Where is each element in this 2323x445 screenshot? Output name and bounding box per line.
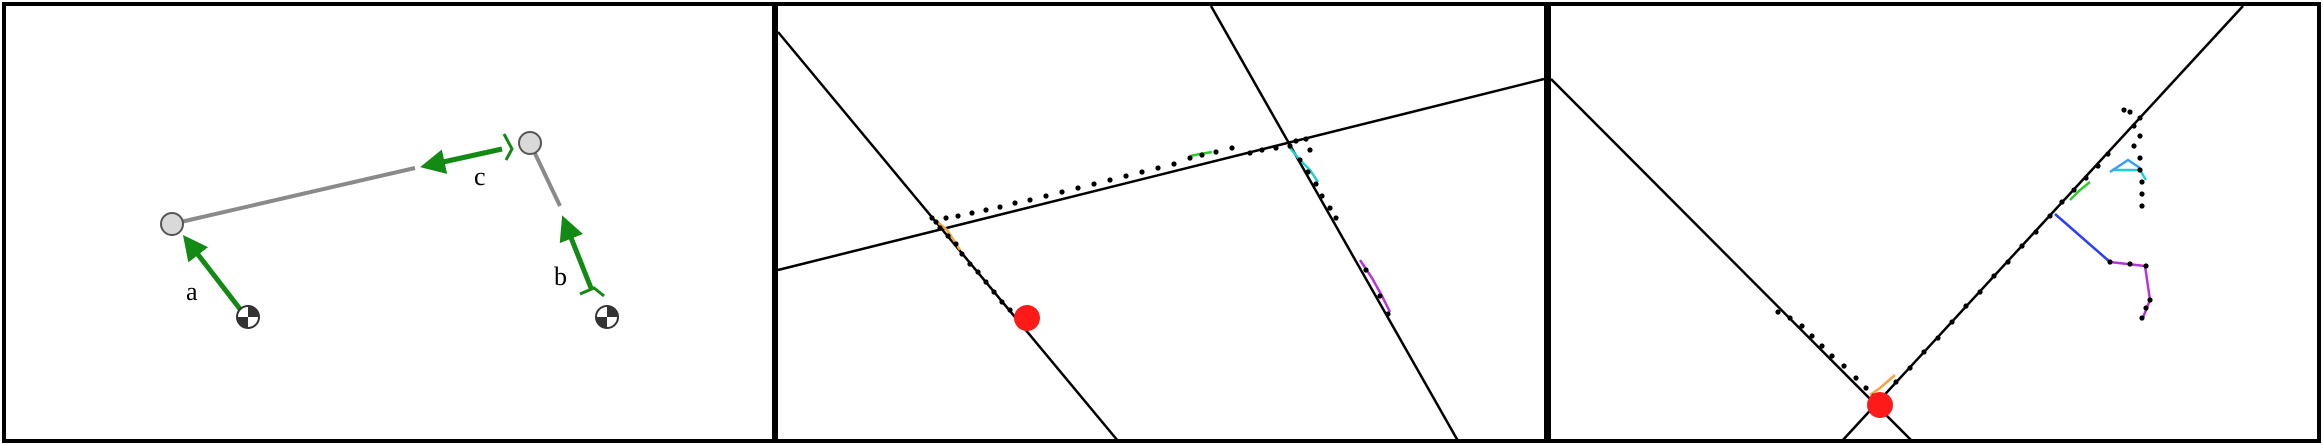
arrow-b bbox=[559, 215, 594, 289]
node-right bbox=[518, 131, 542, 155]
panel-c bbox=[1547, 2, 2321, 443]
gray-segment-long bbox=[171, 166, 416, 226]
tail-brace-b bbox=[579, 286, 605, 298]
panel-b bbox=[774, 2, 1548, 443]
panel-c-frame bbox=[1547, 2, 2321, 443]
trace-lightblue-c bbox=[2109, 158, 2141, 174]
panel-a-frame bbox=[2, 2, 776, 443]
road-line-horizontal bbox=[777, 77, 1545, 272]
label-c: c bbox=[474, 162, 486, 191]
label-a: a bbox=[186, 277, 198, 306]
points-right-diagonal bbox=[1297, 157, 1391, 317]
road-line-diagonal-right bbox=[1209, 5, 1460, 442]
arrow-c bbox=[420, 146, 503, 174]
road-line-descending bbox=[1550, 78, 1913, 442]
road-line-ascending bbox=[1841, 5, 2244, 442]
points-horizontal bbox=[933, 136, 1313, 225]
trace-purple bbox=[1358, 259, 1392, 313]
panel-b-frame bbox=[774, 2, 1548, 443]
points-descending bbox=[1775, 309, 1885, 399]
red-marker-c bbox=[1867, 392, 1893, 418]
trace-green-c bbox=[2069, 181, 2091, 201]
checker-marker-right bbox=[595, 305, 619, 329]
tail-brace-c bbox=[502, 133, 514, 161]
red-marker bbox=[1014, 305, 1040, 331]
points-ascending bbox=[1893, 151, 2111, 385]
arrow-a bbox=[182, 235, 242, 311]
points-branch bbox=[2107, 107, 2153, 321]
node-left bbox=[160, 212, 184, 236]
checker-marker-left bbox=[236, 305, 260, 329]
panel-a: a b c bbox=[2, 2, 776, 443]
label-b: b bbox=[554, 262, 567, 291]
trace-cyan bbox=[1289, 147, 1320, 183]
trace-purple-c bbox=[2109, 260, 2152, 321]
trace-orange-c bbox=[1869, 374, 1896, 397]
trace-blue-c bbox=[2054, 213, 2111, 263]
